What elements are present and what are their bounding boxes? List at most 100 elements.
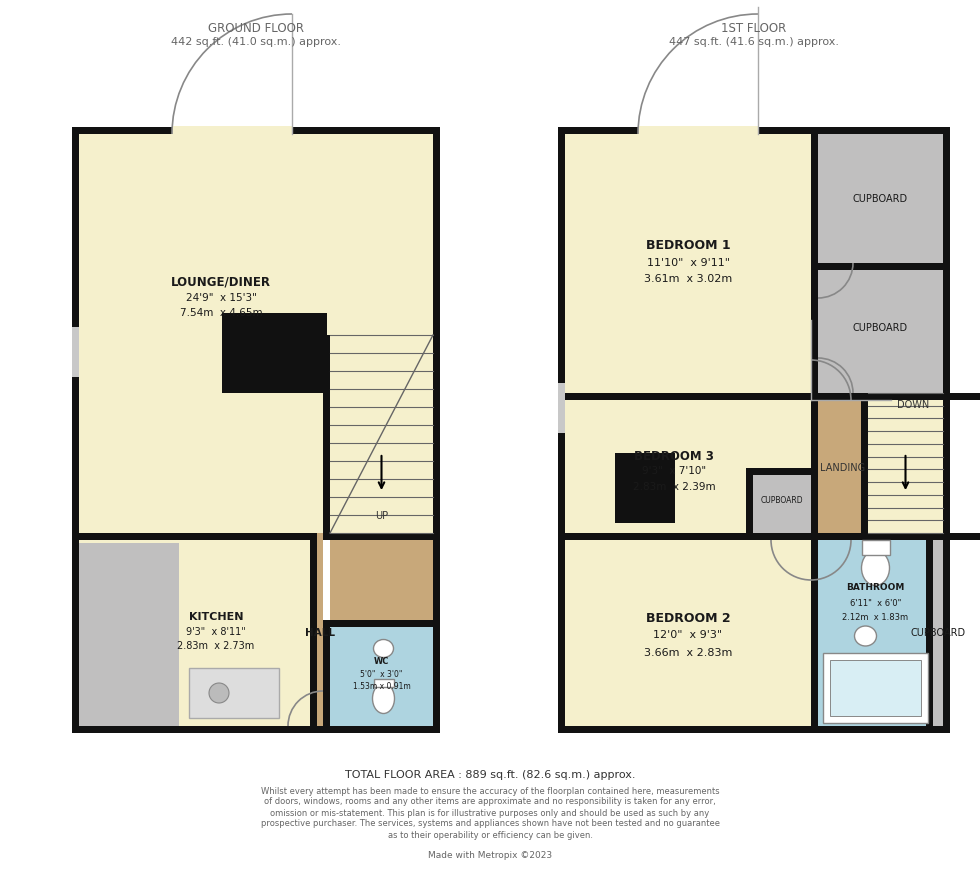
Text: 5'0"  x 3'0": 5'0" x 3'0" — [361, 670, 403, 679]
Bar — [373, 678, 394, 686]
Bar — [558, 393, 980, 400]
Text: as to their operability or efficiency can be given.: as to their operability or efficiency ca… — [387, 830, 593, 839]
Text: BEDROOM 2: BEDROOM 2 — [646, 612, 730, 625]
Bar — [79, 134, 433, 533]
Bar — [558, 533, 980, 540]
Bar — [926, 533, 933, 733]
Bar — [72, 127, 440, 134]
Text: BEDROOM 3: BEDROOM 3 — [634, 450, 714, 463]
Bar — [565, 400, 818, 533]
Bar — [330, 613, 433, 726]
Text: 11'10"  x 9'11": 11'10" x 9'11" — [647, 257, 729, 268]
Bar — [818, 263, 943, 393]
Bar — [330, 176, 433, 540]
Text: Whilst every attempt has been made to ensure the accuracy of the floorplan conta: Whilst every attempt has been made to en… — [261, 787, 719, 796]
Bar — [189, 668, 279, 718]
Text: BEDROOM 1: BEDROOM 1 — [646, 239, 730, 252]
Bar — [638, 127, 758, 134]
Text: 1ST FLOOR: 1ST FLOOR — [721, 21, 787, 35]
Text: CUPBOARD: CUPBOARD — [853, 193, 908, 204]
Bar — [72, 327, 79, 377]
Bar — [172, 127, 292, 134]
Bar — [811, 263, 950, 270]
Text: DOWN: DOWN — [898, 400, 930, 410]
Text: 9'3"  x 7'10": 9'3" x 7'10" — [642, 466, 706, 476]
Text: 2.12m  x 1.83m: 2.12m x 1.83m — [843, 612, 908, 621]
Bar — [79, 543, 179, 726]
Bar — [72, 726, 440, 733]
Bar — [558, 127, 950, 134]
Bar — [565, 134, 818, 393]
Bar — [823, 653, 928, 723]
Text: 447 sq.ft. (41.6 sq.m.) approx.: 447 sq.ft. (41.6 sq.m.) approx. — [669, 37, 839, 47]
Text: KITCHEN: KITCHEN — [189, 612, 243, 622]
Text: CUPBOARD: CUPBOARD — [910, 628, 965, 638]
Bar — [746, 468, 818, 475]
Bar — [323, 335, 330, 540]
Bar — [753, 468, 811, 533]
Text: 12'0"  x 9'3": 12'0" x 9'3" — [654, 630, 722, 641]
Text: 442 sq.ft. (41.0 sq.m.) approx.: 442 sq.ft. (41.0 sq.m.) approx. — [171, 37, 341, 47]
Bar — [373, 678, 394, 686]
Bar — [830, 660, 921, 716]
Text: GROUND FLOOR: GROUND FLOOR — [208, 21, 304, 35]
Bar — [933, 533, 943, 726]
Bar — [330, 335, 433, 533]
Text: LANDING: LANDING — [820, 463, 865, 473]
Text: CUPBOARD: CUPBOARD — [853, 323, 908, 333]
Bar — [72, 533, 317, 540]
Bar — [222, 313, 327, 393]
Text: 24'9"  x 15'3": 24'9" x 15'3" — [185, 293, 257, 303]
Text: of doors, windows, rooms and any other items are approximate and no responsibili: of doors, windows, rooms and any other i… — [265, 797, 715, 806]
Text: BATHROOM: BATHROOM — [847, 584, 905, 593]
Bar — [638, 126, 758, 135]
Bar — [746, 468, 753, 540]
Bar — [323, 620, 330, 733]
Text: 3.66m  x 2.83m: 3.66m x 2.83m — [644, 648, 732, 658]
Bar — [558, 127, 565, 733]
Text: 9'3"  x 8'11": 9'3" x 8'11" — [186, 627, 246, 637]
Bar — [323, 620, 440, 627]
Text: WC: WC — [373, 657, 389, 666]
Bar — [558, 726, 950, 733]
Bar — [811, 393, 950, 400]
Bar — [565, 533, 818, 726]
Bar — [861, 540, 890, 555]
Bar — [558, 383, 565, 433]
Bar — [943, 127, 950, 733]
Ellipse shape — [373, 640, 394, 658]
Bar — [818, 533, 933, 726]
Text: 7.54m  x 4.65m: 7.54m x 4.65m — [179, 308, 263, 318]
Bar — [818, 134, 943, 263]
Bar — [861, 393, 868, 540]
Text: TOTAL FLOOR AREA : 889 sq.ft. (82.6 sq.m.) approx.: TOTAL FLOOR AREA : 889 sq.ft. (82.6 sq.m… — [345, 770, 635, 780]
Bar — [189, 668, 279, 718]
Bar — [310, 533, 317, 733]
Bar — [861, 540, 890, 555]
Bar — [823, 653, 928, 723]
Bar — [433, 127, 440, 733]
Bar — [172, 126, 292, 135]
Text: Made with Metropix ©2023: Made with Metropix ©2023 — [428, 851, 552, 860]
Text: 1.53m x 0.91m: 1.53m x 0.91m — [353, 682, 411, 691]
Text: UP: UP — [375, 511, 388, 521]
Bar — [868, 393, 943, 533]
Bar — [72, 127, 79, 733]
Text: 2.83m  x 2.39m: 2.83m x 2.39m — [633, 481, 715, 491]
Bar — [330, 540, 433, 620]
Bar — [323, 533, 440, 540]
Ellipse shape — [861, 551, 890, 586]
Text: CUPBOARD: CUPBOARD — [760, 496, 804, 505]
Text: 2.83m  x 2.73m: 2.83m x 2.73m — [177, 641, 255, 651]
Bar — [830, 660, 921, 716]
Circle shape — [209, 683, 229, 703]
Text: omission or mis-statement. This plan is for illustrative purposes only and shoul: omission or mis-statement. This plan is … — [270, 808, 710, 818]
Text: prospective purchaser. The services, systems and appliances shown have not been : prospective purchaser. The services, sys… — [261, 820, 719, 829]
Bar — [615, 453, 675, 523]
Bar — [79, 533, 310, 726]
Bar — [811, 127, 818, 733]
Ellipse shape — [372, 684, 395, 714]
Text: 3.61m  x 3.02m: 3.61m x 3.02m — [644, 274, 732, 285]
Bar — [818, 393, 943, 533]
Text: HALL: HALL — [305, 628, 335, 638]
